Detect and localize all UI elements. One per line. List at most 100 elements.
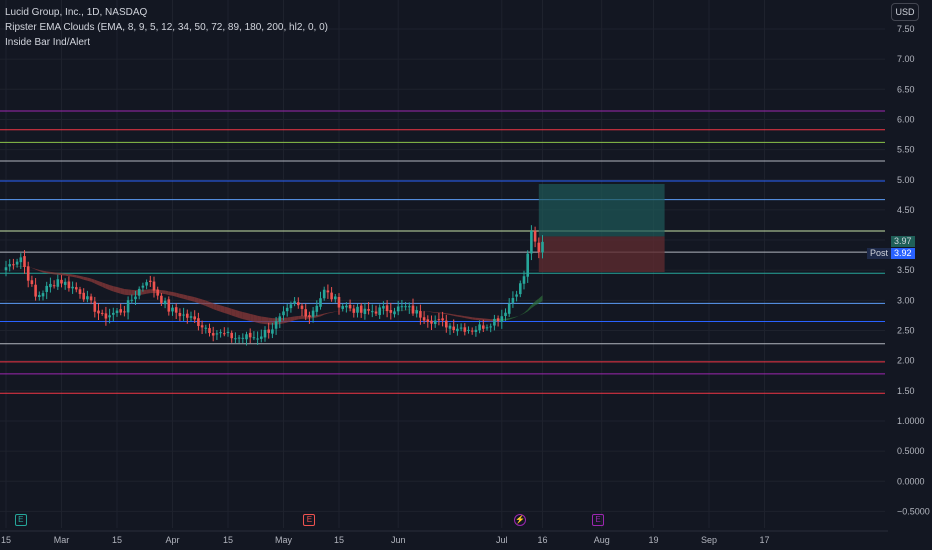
candle-body	[86, 296, 89, 300]
candle-body	[541, 241, 544, 253]
candle-body	[182, 314, 185, 316]
long-position-tool[interactable]	[538, 183, 665, 273]
candle	[448, 323, 452, 335]
ema-cloud-segment	[405, 309, 410, 311]
candle-body	[456, 328, 459, 332]
candle	[130, 294, 134, 304]
ema-cloud-segment	[68, 274, 73, 277]
candle	[378, 304, 381, 319]
candle-body	[274, 321, 278, 329]
candle	[219, 329, 222, 338]
candle	[522, 270, 526, 290]
candle	[56, 274, 60, 290]
price-tick-label: 4.50	[897, 205, 915, 215]
candle	[467, 326, 470, 334]
candle-body	[271, 329, 274, 334]
candle	[30, 275, 34, 287]
candle-body	[230, 332, 233, 339]
candle	[141, 282, 145, 292]
candle-body	[278, 316, 282, 322]
event-marker[interactable]: E	[303, 514, 316, 526]
ema-cloud-segment	[176, 292, 180, 298]
candle	[293, 297, 296, 307]
ema-cloud-segment	[261, 316, 265, 324]
candle-body	[71, 286, 74, 289]
event-marker[interactable]: E	[14, 514, 27, 526]
ema-cloud-segment	[457, 314, 462, 318]
candle-body	[396, 306, 400, 312]
candle	[211, 326, 215, 342]
candle-body	[197, 318, 200, 326]
candle-body	[426, 319, 430, 322]
candle	[256, 331, 259, 345]
candle-body	[530, 231, 533, 254]
candle	[441, 311, 444, 327]
ema-cloud-segment	[535, 298, 539, 306]
candle	[186, 309, 189, 324]
candle	[75, 282, 78, 293]
ema-cloud-segment	[72, 274, 77, 278]
ema-cloud-segment	[483, 318, 487, 322]
ema-cloud-segment	[43, 270, 47, 274]
ema-cloud-segment	[128, 289, 132, 296]
candle-body	[97, 310, 100, 314]
currency-button[interactable]: USD	[891, 3, 919, 21]
candle-body	[215, 333, 219, 335]
price-axis[interactable]: 7.507.006.506.005.505.004.504.003.503.00…	[888, 0, 932, 550]
ema-cloud-segment	[228, 307, 232, 316]
candle	[345, 302, 348, 313]
candle	[337, 293, 341, 315]
indicator-inside-bar[interactable]: Inside Bar Ind/Alert	[5, 37, 91, 48]
candle-body	[470, 330, 474, 332]
candle	[445, 314, 448, 333]
candle-body	[422, 317, 426, 321]
symbol-title[interactable]: Lucid Group, Inc., 1D, NASDAQ	[5, 7, 148, 18]
event-marker[interactable]: E	[592, 514, 604, 526]
candle	[252, 331, 256, 341]
candle-body	[152, 281, 156, 291]
candle	[400, 299, 404, 312]
ema-cloud-segment	[94, 279, 99, 286]
candle-body	[341, 306, 344, 309]
candle	[474, 326, 478, 337]
ema-cloud-segment	[468, 316, 473, 320]
candle-body	[256, 338, 259, 340]
ema-cloud-segment	[224, 306, 228, 315]
candle-body	[452, 326, 455, 331]
ema-cloud-segment	[461, 315, 465, 319]
candle-body	[219, 332, 222, 334]
candle-body	[319, 298, 322, 307]
candle	[86, 290, 89, 303]
candle-body	[15, 261, 19, 265]
candle	[41, 290, 45, 301]
candle-body	[186, 313, 189, 318]
candle	[326, 284, 330, 299]
indicator-ema-clouds[interactable]: Ripster EMA Clouds (EMA, 8, 9, 5, 12, 34…	[5, 22, 328, 33]
ema-cloud-segment	[124, 288, 129, 296]
ema-cloud-segment	[250, 313, 254, 322]
ema-cloud-segment	[431, 311, 436, 313]
candle-body	[123, 311, 126, 313]
candle	[178, 308, 182, 322]
ema-cloud-segment	[172, 291, 177, 297]
chart-legend: Lucid Group, Inc., 1D, NASDAQ Ripster EM…	[5, 5, 328, 50]
candle-body	[463, 327, 467, 332]
candle	[319, 291, 322, 310]
candle	[456, 324, 459, 336]
ema-cloud-segment	[187, 295, 191, 301]
candle	[389, 302, 393, 320]
time-tick-label: May	[275, 535, 293, 545]
ema-cloud-segment	[475, 317, 480, 321]
candle	[263, 326, 267, 342]
time-tick-label: Aug	[594, 535, 610, 545]
candle	[149, 275, 152, 287]
candle	[482, 319, 485, 333]
ema-cloud-segment	[231, 308, 236, 317]
time-axis[interactable]: 15 Mar 15 Apr 15 May 15 Jun Jul 16 Aug 19 Sep 17	[0, 530, 888, 550]
candle	[452, 319, 455, 334]
candle	[23, 250, 26, 274]
candle	[104, 306, 108, 326]
candle-body	[411, 305, 415, 314]
event-marker[interactable]: ⚡	[514, 514, 527, 526]
